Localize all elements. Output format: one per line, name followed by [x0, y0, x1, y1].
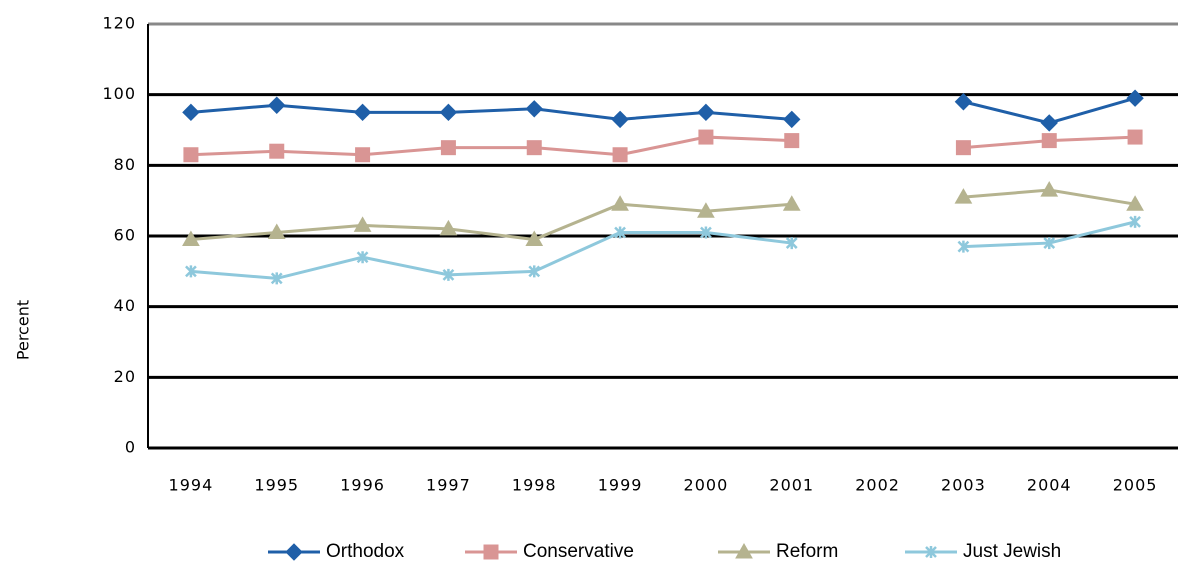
series-line — [190, 135, 1136, 157]
legend-marker — [735, 542, 753, 559]
data-point — [353, 216, 372, 232]
x-tick-label: 2000 — [684, 476, 729, 495]
data-point — [783, 110, 801, 129]
data-point — [1040, 181, 1059, 197]
data-point — [954, 93, 973, 111]
data-point — [954, 188, 973, 204]
data-point — [528, 265, 541, 278]
data-point — [700, 226, 712, 239]
data-point — [611, 110, 629, 129]
data-point — [525, 100, 543, 118]
legend-label: Conservative — [523, 541, 634, 562]
x-tick-label: 2004 — [1027, 476, 1072, 495]
data-point — [785, 237, 798, 250]
x-tick-label: 1998 — [512, 476, 557, 495]
data-point — [267, 223, 286, 239]
y-axis-label: Percent — [14, 300, 33, 360]
data-point — [439, 219, 458, 236]
x-tick-label: 1995 — [254, 476, 299, 495]
data-point — [442, 268, 455, 281]
data-point — [614, 226, 626, 239]
data-point — [183, 147, 199, 163]
data-point — [1127, 129, 1143, 145]
data-point — [697, 202, 715, 218]
x-tick-label: 1997 — [426, 476, 471, 495]
x-tick-label: 2005 — [1113, 476, 1158, 495]
y-tick-label: 0 — [125, 438, 136, 457]
data-point — [1126, 89, 1144, 107]
data-point — [268, 96, 286, 114]
data-point — [182, 230, 200, 247]
data-point — [526, 140, 542, 156]
legend-marker — [285, 543, 303, 561]
data-point — [1040, 114, 1058, 132]
data-point — [784, 133, 800, 149]
x-tick-label: 1999 — [598, 476, 643, 495]
legend-label: Just Jewish — [963, 541, 1061, 562]
series-line — [190, 220, 1136, 280]
data-point — [1126, 195, 1144, 211]
data-point — [185, 265, 197, 278]
data-point — [270, 272, 283, 285]
x-tick-label: 2003 — [941, 476, 986, 495]
data-point — [698, 129, 714, 145]
legend-label: Reform — [776, 541, 838, 562]
data-point — [955, 140, 971, 156]
data-point — [439, 103, 458, 122]
data-point — [440, 140, 456, 156]
x-tick-label: 2002 — [855, 476, 900, 495]
data-point — [355, 147, 371, 163]
data-point — [957, 240, 970, 253]
y-tick-label: 80 — [114, 155, 136, 174]
legend-marker — [483, 544, 499, 560]
legend-marker — [925, 546, 937, 558]
data-point — [611, 195, 629, 211]
data-point — [269, 143, 285, 159]
data-point — [356, 251, 369, 264]
data-point — [612, 147, 628, 163]
x-tick-label: 1996 — [340, 476, 385, 495]
data-point — [1043, 237, 1056, 250]
y-tick-label: 100 — [102, 84, 136, 103]
legend-label: Orthodox — [326, 541, 405, 562]
data-point — [182, 103, 200, 122]
data-point — [525, 230, 544, 247]
y-tick-label: 40 — [114, 296, 136, 315]
x-tick-label: 2001 — [769, 476, 814, 495]
series-line — [190, 96, 1136, 125]
data-point — [1041, 133, 1057, 149]
y-tick-label: 120 — [102, 14, 136, 33]
data-point — [1129, 215, 1141, 228]
data-point — [697, 103, 715, 122]
x-tick-label: 1994 — [169, 476, 214, 495]
y-tick-label: 20 — [114, 367, 136, 386]
data-point — [353, 103, 372, 122]
y-tick-label: 60 — [114, 226, 136, 245]
data-point — [782, 195, 801, 211]
